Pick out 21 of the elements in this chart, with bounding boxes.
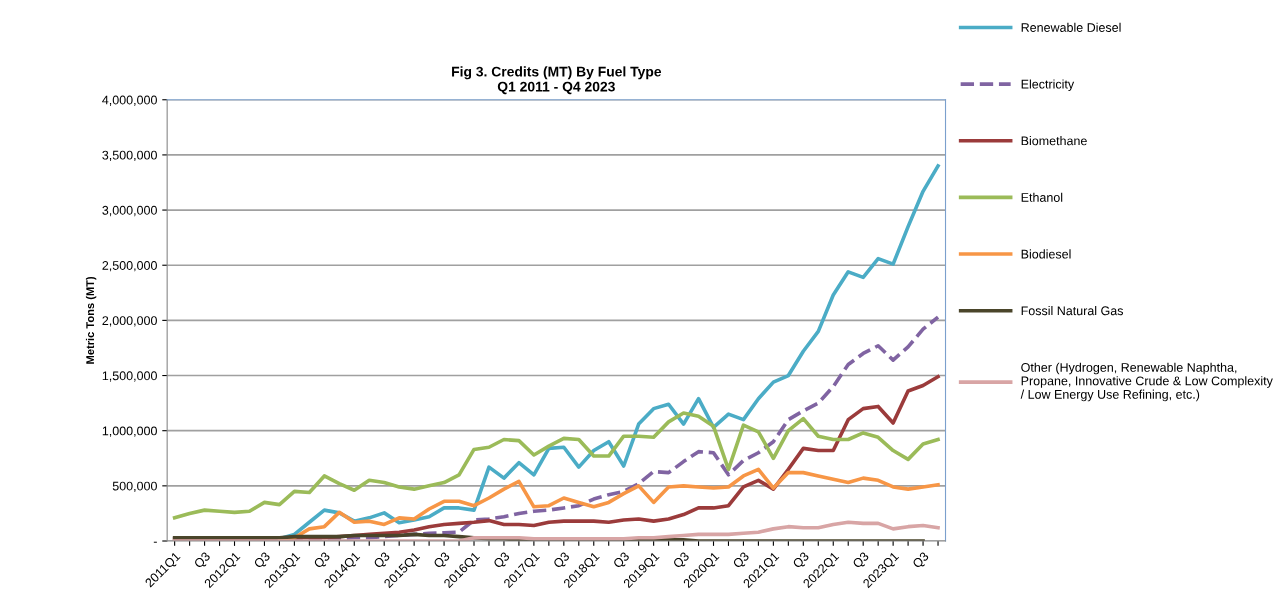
y-tick-label: -: [153, 541, 157, 543]
y-tick-label: 2,500,000: [102, 261, 157, 272]
y-tick-label: 2,000,000: [102, 316, 157, 327]
x-tick-label: Q3: [911, 551, 931, 571]
y-tick-label: 4,000,000: [102, 95, 157, 106]
y-tick-label: 3,000,000: [102, 205, 157, 217]
y-tick-label: 1,000,000: [102, 426, 157, 437]
legend-label: Ethanol: [1021, 192, 1063, 202]
chart-title: Fig 3. Credits (MT) By Fuel Type Q1 2011 - Q4 2023: [452, 66, 662, 95]
legend-label: Other (Hydrogen, Renewable Naphtha, Propane, Innovative Crude & Low Complexity / Low Energy Use Refining, etc.): [1020, 362, 1273, 402]
y-tick-label: 3,500,000: [102, 150, 157, 162]
legend-label: Biodiesel: [1021, 249, 1071, 259]
y-tick-label: 1,500,000: [102, 371, 157, 382]
legend-label: Renewable Diesel: [1021, 22, 1121, 32]
line-series: [172, 520, 940, 542]
y-tick-label: 500,000: [112, 481, 157, 492]
line-series: [172, 411, 940, 520]
y-axis-title: Metric Tons (MT): [85, 276, 97, 364]
legend-label: Biomethane: [1021, 136, 1087, 146]
legend-label: Electricity: [1021, 79, 1075, 92]
legend-label: Fossil Natural Gas: [1021, 306, 1124, 316]
